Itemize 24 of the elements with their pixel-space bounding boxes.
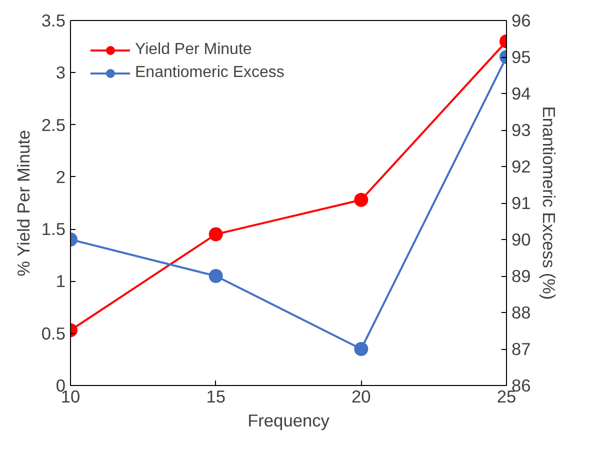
y-tick-label: 1 [56, 271, 66, 292]
y2-tick-label: 94 [512, 84, 532, 104]
y2-tick-label: 87 [512, 339, 531, 359]
x-axis-title: Frequency [248, 410, 330, 430]
y2-tick-label: 93 [512, 120, 531, 140]
x-tick-label: 20 [352, 386, 371, 406]
y2-tick-label: 96 [512, 10, 531, 30]
y2-tick-label: 88 [512, 302, 531, 322]
y2-tick-label: 92 [512, 156, 531, 176]
y-tick-label: 2 [56, 166, 66, 187]
y2-tick-label: 90 [512, 230, 531, 250]
y-tick-label: 3.5 [41, 10, 66, 30]
y2-tick-label: 91 [512, 193, 531, 213]
legend-label: Yield Per Minute [135, 41, 252, 59]
y2-tick-label: 95 [512, 47, 531, 67]
x-tick-label: 15 [206, 386, 226, 406]
y-axis-title: % Yield Per Minute [13, 130, 34, 276]
y2-tick-label: 89 [512, 266, 531, 286]
y2-axis-title: Enantiomeric Excess (%) [538, 106, 559, 300]
y-tick-label: 3 [56, 62, 66, 83]
y-tick-label: 0.5 [41, 323, 66, 344]
y-tick-label: 1.5 [41, 219, 66, 240]
legend-label: Enantiomeric Excess [135, 64, 284, 82]
y-tick-label: 2.5 [41, 114, 66, 135]
